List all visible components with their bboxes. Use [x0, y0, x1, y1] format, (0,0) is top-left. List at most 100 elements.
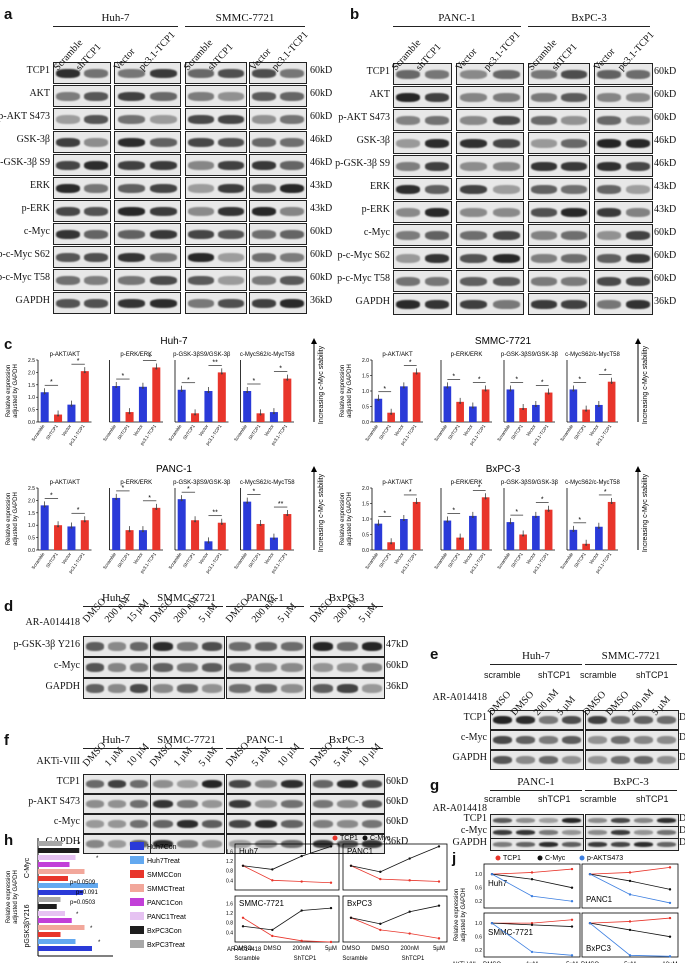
sig-mark: *	[452, 373, 455, 380]
blot-band	[625, 230, 650, 240]
data-point	[628, 893, 632, 896]
data-point	[437, 937, 441, 940]
blot-band	[312, 642, 334, 651]
sig-mark: *	[578, 376, 581, 383]
blot-band	[56, 68, 80, 78]
kd-label: 60kD	[654, 250, 677, 261]
blot-band	[492, 276, 521, 286]
data-point	[570, 925, 574, 928]
blot-row-label: GAPDH	[452, 836, 487, 848]
cell-line-label: SMMC-7721	[157, 592, 216, 604]
subplot-title: p-ERK/ERK	[451, 352, 483, 358]
legend-swatch	[130, 926, 144, 934]
legend-swatch	[130, 856, 144, 864]
blot-band	[107, 819, 127, 829]
blot-strip	[226, 794, 306, 814]
blot-band	[625, 253, 650, 263]
data-point	[194, 413, 197, 416]
blot-band	[424, 230, 449, 240]
legend-label: SMMCCon	[147, 872, 181, 879]
bar	[283, 514, 292, 550]
blot-band	[361, 819, 383, 829]
blot-strip	[456, 132, 524, 154]
blot-band	[396, 253, 421, 263]
blot-band	[538, 735, 559, 745]
blot-band	[561, 715, 582, 725]
y-tick-label: 1.2	[226, 911, 233, 917]
data-point	[377, 523, 380, 526]
blot-band	[280, 183, 304, 193]
data-point	[530, 878, 534, 881]
data-point	[379, 922, 382, 926]
data-point	[484, 389, 487, 392]
blot-band	[84, 68, 108, 78]
blot-row-label: c-Myc	[363, 227, 390, 238]
blot-strip	[226, 814, 306, 834]
data-point	[610, 381, 613, 384]
blot-strip	[114, 292, 181, 314]
subplot-title: p-GSK-3βS9/GSK-3β	[173, 352, 231, 358]
bar	[374, 398, 383, 422]
subplot-title: BxPC3	[586, 944, 611, 953]
blot-band	[84, 91, 108, 101]
cell-line-label: PANC-1	[517, 776, 555, 788]
blot-row-label: ERK	[370, 181, 390, 192]
x-tick-label: ShTCP1	[248, 551, 262, 568]
blot-strip	[585, 826, 679, 839]
y-tick-label: 0.8	[226, 869, 233, 875]
blot-band	[424, 299, 449, 309]
blot-strip	[114, 269, 181, 291]
y-axis-label: adjusted by GAPDH	[347, 492, 353, 546]
x-tick-label: Scramble	[31, 423, 46, 442]
bar	[204, 541, 213, 550]
blot-row-label: TCP1	[26, 65, 50, 76]
data-point	[271, 879, 274, 882]
blot-band	[587, 842, 608, 847]
kd-label: 46kD	[654, 158, 677, 169]
legend-label: Huh7Con	[147, 844, 177, 851]
blot-band	[280, 160, 304, 170]
blot-band	[107, 642, 127, 651]
x-tick-label: DMSO	[263, 946, 281, 952]
bar	[412, 372, 421, 422]
bar	[374, 523, 383, 550]
blot-row-label: p-ERK	[21, 203, 50, 214]
subplot-title: p-AKT/AKT	[382, 352, 413, 358]
blot-band	[492, 138, 521, 148]
blot-band	[117, 114, 145, 124]
data-point	[572, 389, 575, 392]
data-point	[668, 866, 672, 869]
arrow-head-icon	[311, 466, 317, 472]
data-point	[415, 501, 418, 504]
blot-strip	[393, 293, 452, 315]
x-tick-label: Scramble	[364, 423, 379, 442]
blot-band	[255, 642, 277, 651]
sig-mark: *	[515, 509, 518, 516]
series-line	[350, 846, 440, 873]
y-axis-label: Relative expression	[340, 365, 346, 417]
blot-band	[337, 819, 358, 829]
legend-label: TCP1	[503, 855, 521, 862]
blot-band	[56, 252, 80, 262]
x-tick-label: ShTCP1	[447, 551, 461, 568]
y-tick-label: 0.0	[362, 420, 369, 426]
line-chart-i: TCP1 C-Myc Huh7 0.4 0.8 1.2 1.6 PANC1 SMMC-7721 0…	[226, 835, 448, 962]
blot-strip	[393, 109, 452, 131]
blot-band	[597, 184, 622, 194]
blot-strip	[114, 85, 181, 107]
x-tick-label: Vector	[61, 423, 73, 437]
x-prefix: AR-A014418	[227, 947, 262, 953]
bar	[38, 946, 92, 951]
y-axis-label: adjusted by GAPDH	[347, 364, 353, 418]
blot-band	[56, 229, 80, 239]
blot-band	[56, 183, 80, 193]
blot-band	[117, 68, 145, 78]
blot-strip	[310, 657, 385, 678]
y-tick-label: 0.2	[475, 948, 482, 954]
blot-band	[152, 819, 174, 829]
treatment-label: AR-A014418	[432, 692, 487, 703]
cell-line-rule	[83, 606, 149, 607]
cell-line-rule	[528, 26, 650, 27]
blot-strip	[528, 178, 590, 200]
subplot-frame	[234, 843, 340, 891]
